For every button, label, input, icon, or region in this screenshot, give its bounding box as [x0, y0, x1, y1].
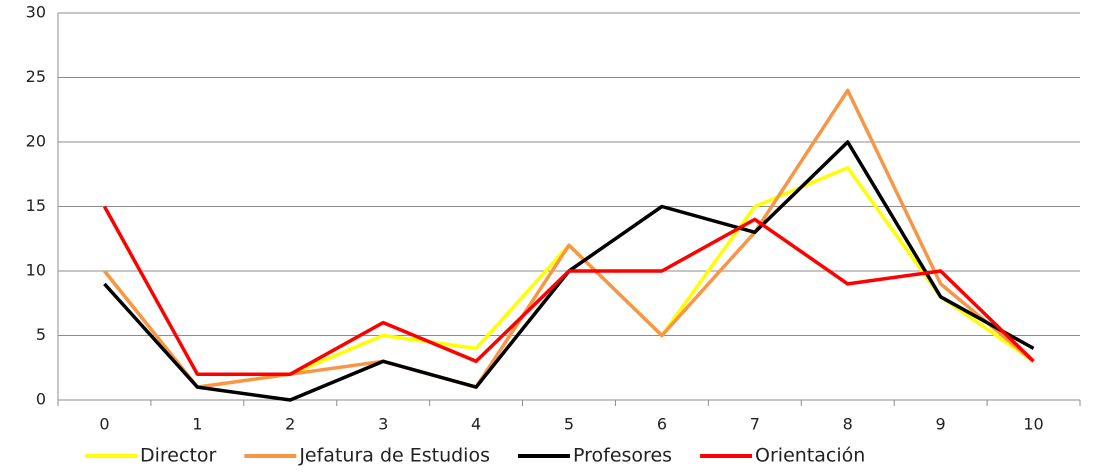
- x-tick-label: 9: [936, 415, 946, 434]
- x-tick-label: 7: [750, 415, 760, 434]
- y-tick-label: 5: [36, 325, 46, 344]
- legend-label: Director: [140, 445, 217, 467]
- x-tick-label: 5: [564, 415, 574, 434]
- y-tick-label: 15: [26, 196, 46, 215]
- x-tick-label: 8: [843, 415, 853, 434]
- series-line: [103, 88, 1035, 389]
- x-tick-label: 2: [285, 415, 295, 434]
- x-tick-label: 3: [378, 415, 388, 434]
- y-tick-label: 10: [26, 261, 46, 280]
- x-tick-label: 1: [192, 415, 202, 434]
- y-tick-label: 25: [26, 67, 46, 86]
- y-tick-label: 30: [26, 3, 46, 22]
- legend-label: Profesores: [573, 445, 672, 467]
- x-tick-label: 0: [99, 415, 109, 434]
- legend-label: Jefatura de Estudios: [298, 445, 490, 467]
- legend-label: Orientación: [755, 445, 865, 467]
- x-tick-label: 10: [1023, 415, 1043, 434]
- x-tick-label: 6: [657, 415, 667, 434]
- series-line: [102, 205, 1035, 376]
- y-tick-label: 0: [36, 390, 46, 409]
- y-tick-label: 20: [26, 132, 46, 151]
- x-tick-label: 4: [471, 415, 481, 434]
